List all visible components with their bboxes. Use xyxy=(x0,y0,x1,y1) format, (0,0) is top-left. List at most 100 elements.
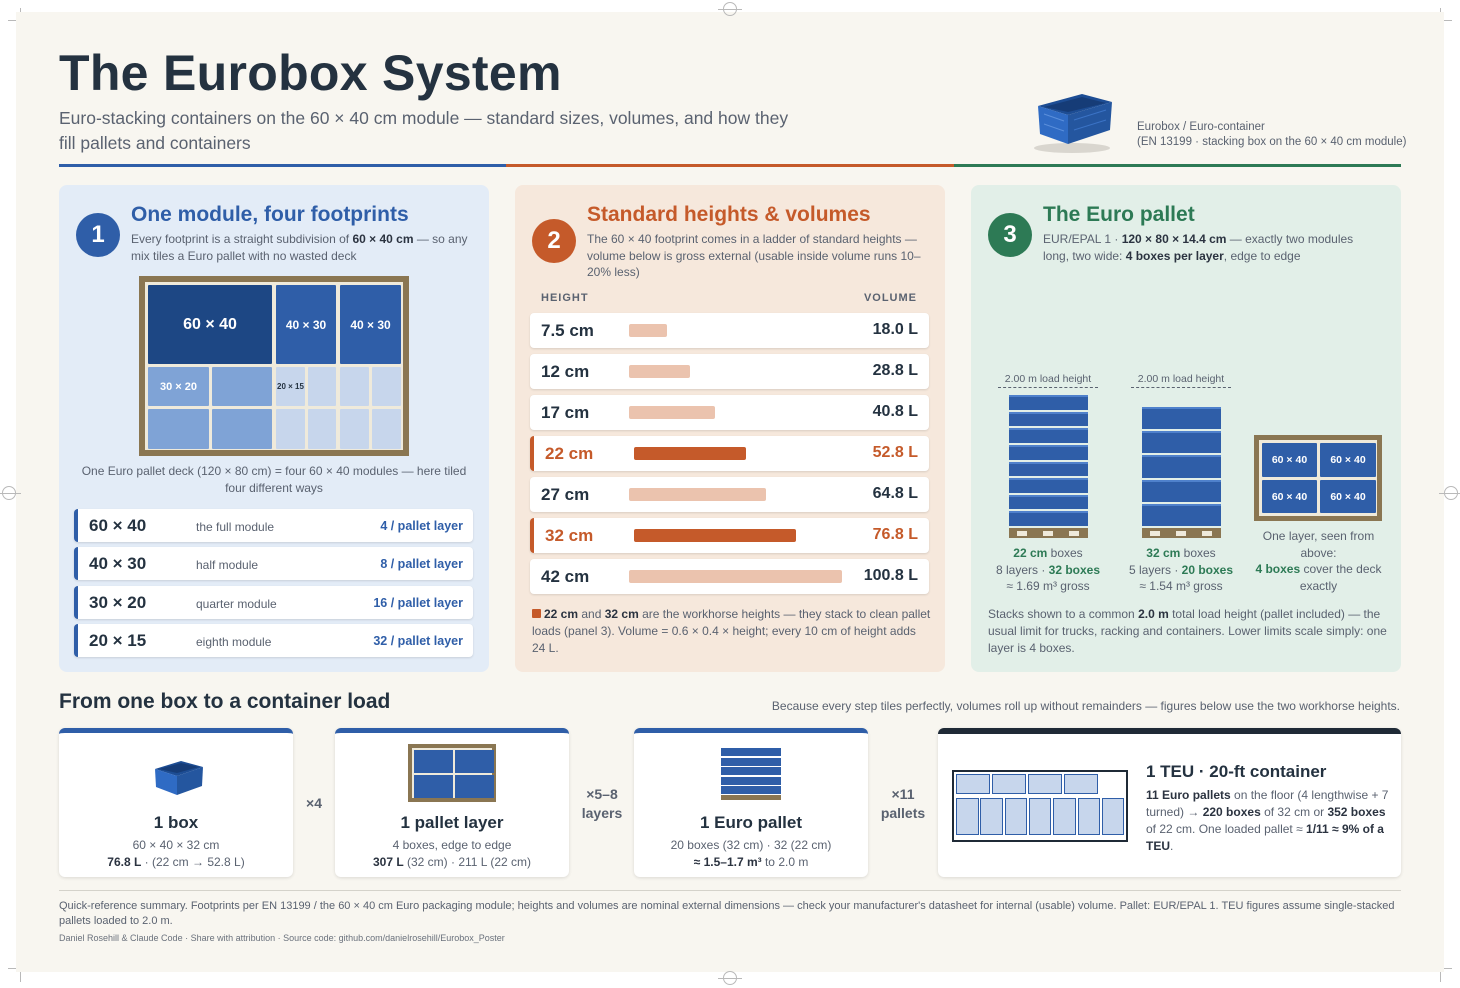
stacked-box xyxy=(1009,428,1088,443)
pallet-cell xyxy=(1101,798,1125,835)
pallet-top-view: 60 × 40 60 × 40 60 × 40 60 × 40 xyxy=(1254,435,1382,521)
hero-caption: Eurobox / Euro-container (EN 13199 · sta… xyxy=(1137,121,1407,148)
pallet-base xyxy=(1142,528,1221,538)
panel-number-badge: 2 xyxy=(532,219,576,263)
crop-mark xyxy=(1438,20,1452,21)
crop-mark xyxy=(20,968,21,982)
crop-mark xyxy=(8,20,22,21)
pallet-cell xyxy=(956,774,990,794)
tile-20x15 xyxy=(276,409,305,449)
panel-description: Every footprint is a straight subdivisio… xyxy=(131,232,468,263)
pallet-cell xyxy=(992,774,1026,794)
highlight-swatch-icon xyxy=(532,609,541,618)
tile-60x40: 60 × 40 xyxy=(1262,480,1317,513)
stacked-box xyxy=(1009,478,1088,493)
stacked-box xyxy=(1142,455,1221,478)
tile-20x15 xyxy=(340,409,369,449)
tile-20x15 xyxy=(308,367,336,406)
tile-20x15: 20 × 15 xyxy=(276,367,305,406)
pallet-cell xyxy=(1028,774,1062,794)
stacked-box xyxy=(1009,411,1088,427)
height-row: 7.5 cm 18.0 L xyxy=(530,313,929,348)
page-title: The Eurobox System xyxy=(59,45,562,101)
height-row: 42 cm 100.8 L xyxy=(530,559,929,594)
panel-description: EUR/EPAL 1 · 120 × 80 × 14.4 cm — exactl… xyxy=(1043,232,1354,263)
pallet-cell xyxy=(1028,798,1052,835)
tile-30x20: 30 × 20 xyxy=(148,367,209,406)
stacked-box xyxy=(1009,444,1088,460)
pallet-cell xyxy=(1053,798,1076,835)
header-rule-green xyxy=(954,164,1401,167)
top-view-caption: One layer, seen from above: 4 boxes cove… xyxy=(1255,529,1382,593)
tile-30x20 xyxy=(212,367,272,406)
stacked-box xyxy=(1009,494,1088,510)
pallet-base xyxy=(1009,528,1088,538)
pallet-cell xyxy=(1004,798,1028,835)
tile-60x40: 60 × 40 xyxy=(1262,443,1317,477)
tile-60x40: 60 × 40 xyxy=(1320,443,1376,477)
footprint-row: 20 × 15 eighth module 32 / pallet layer xyxy=(74,624,473,657)
footprint-row: 40 × 30 half module 8 / pallet layer xyxy=(74,547,473,580)
stacked-box xyxy=(1142,503,1221,526)
panel-heights-volumes: 2 Standard heights & volumes The 60 × 40… xyxy=(515,185,945,672)
height-row: 22 cm 52.8 L xyxy=(530,436,929,471)
header-rule-orange xyxy=(506,164,954,167)
panel-footprints: 1 One module, four footprints Every foot… xyxy=(59,185,489,672)
pallet-stack-32cm xyxy=(1142,407,1221,538)
stacked-box xyxy=(721,776,781,785)
pallet-cell xyxy=(1077,798,1100,835)
load-height-line xyxy=(998,387,1098,388)
registration-mark xyxy=(718,2,742,16)
page-subtitle: Euro-stacking containers on the 60 × 40 … xyxy=(59,108,789,153)
registration-mark xyxy=(0,486,21,500)
stacked-box xyxy=(1142,431,1221,454)
registration-mark xyxy=(718,971,742,985)
pallet-cell xyxy=(956,798,979,835)
heights-note: 22 cm and 32 cm are the workhorse height… xyxy=(532,607,931,655)
panel-title: The Euro pallet xyxy=(1043,203,1195,226)
crop-mark xyxy=(1440,968,1441,982)
stacked-box xyxy=(721,748,781,756)
volume-bar xyxy=(634,447,746,460)
stack-caption: 22 cm boxes 8 layers · 32 boxes ≈ 1.69 m… xyxy=(995,546,1101,593)
height-row: 27 cm 64.8 L xyxy=(530,477,929,512)
pallet-cell xyxy=(1064,774,1098,794)
stacked-box xyxy=(1009,395,1088,410)
footprint-row: 30 × 20 quarter module 16 / pallet layer xyxy=(74,586,473,619)
volume-bar xyxy=(629,488,766,501)
height-row: 12 cm 28.8 L xyxy=(530,354,929,389)
load-height-line xyxy=(1131,387,1231,388)
height-row: 17 cm 40.8 L xyxy=(530,395,929,430)
tile-20x15 xyxy=(372,409,401,449)
volume-bar xyxy=(629,570,842,583)
euro-pallet-icon xyxy=(721,748,781,800)
panel-description: The 60 × 40 footprint comes in a ladder … xyxy=(587,232,921,279)
pallet-layer-icon xyxy=(408,744,496,802)
card-teu-container: 1 TEU · 20-ft container 11 Euro pallets … xyxy=(938,728,1401,877)
stacked-box xyxy=(1009,461,1088,477)
stacked-box xyxy=(1142,407,1221,430)
column-header-height: HEIGHT xyxy=(541,292,589,304)
section-note: Because every step tiles perfectly, volu… xyxy=(771,699,1400,713)
volume-bar xyxy=(629,406,715,419)
tile-30x20 xyxy=(148,409,209,449)
footprint-row: 60 × 40 the full module 4 / pallet layer xyxy=(74,509,473,542)
stacked-box xyxy=(1142,479,1221,502)
panel-euro-pallet: 3 The Euro pallet EUR/EPAL 1 · 120 × 80 … xyxy=(971,185,1401,672)
container-floor-plan xyxy=(952,770,1128,842)
panel-number-badge: 1 xyxy=(76,213,120,257)
load-height-label: 2.00 m load height xyxy=(1137,373,1225,385)
card-euro-pallet: 1 Euro pallet 20 boxes (32 cm) · 32 (22 … xyxy=(634,728,868,877)
footer-credit: Daniel Rosehill & Claude Code · Share wi… xyxy=(59,933,505,943)
volume-bar xyxy=(629,365,690,378)
registration-mark xyxy=(1439,486,1460,500)
multiplier: ×11 pallets xyxy=(880,786,926,821)
tile-40x30: 40 × 30 xyxy=(340,285,401,364)
panel-title: Standard heights & volumes xyxy=(587,203,871,226)
eurobox-illustration-icon xyxy=(1034,94,1112,153)
footer-rule xyxy=(59,890,1401,891)
crop-mark xyxy=(8,968,22,969)
height-row: 32 cm 76.8 L xyxy=(530,518,929,553)
panel-number-badge: 3 xyxy=(988,213,1032,257)
volume-bar xyxy=(629,324,667,337)
